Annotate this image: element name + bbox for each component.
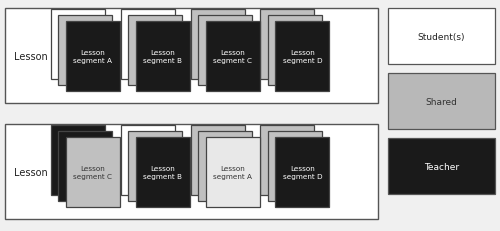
Bar	[388, 139, 495, 194]
Bar	[198, 132, 252, 201]
Text: Lesson
segment C: Lesson segment C	[213, 50, 252, 63]
Text: Lesson
segment B: Lesson segment B	[143, 50, 182, 63]
Text: Lesson
segment B: Lesson segment B	[143, 165, 182, 179]
Bar	[388, 9, 495, 65]
Bar	[5, 9, 378, 104]
Bar	[50, 126, 104, 195]
Text: Shared: Shared	[426, 97, 457, 106]
Bar	[190, 10, 244, 80]
Bar	[66, 137, 120, 207]
Text: Lesson
segment A: Lesson segment A	[73, 50, 112, 63]
Bar	[260, 10, 314, 80]
Text: Lesson
segment A: Lesson segment A	[213, 165, 252, 179]
Bar	[120, 126, 174, 195]
Bar	[190, 126, 244, 195]
Bar	[50, 10, 104, 80]
Bar	[388, 74, 495, 129]
Bar	[276, 137, 330, 207]
Bar	[136, 22, 190, 91]
Bar	[136, 137, 190, 207]
Text: Lesson
segment C: Lesson segment C	[73, 165, 112, 179]
Text: Lesson 2: Lesson 2	[14, 167, 57, 177]
Bar	[128, 16, 182, 85]
Bar	[206, 22, 260, 91]
Text: Teacher: Teacher	[424, 162, 459, 171]
Bar	[58, 132, 112, 201]
Bar	[128, 132, 182, 201]
Bar	[268, 132, 322, 201]
Bar	[58, 16, 112, 85]
Bar	[268, 16, 322, 85]
Bar	[260, 126, 314, 195]
Text: Lesson
segment D: Lesson segment D	[282, 50, 323, 63]
Bar	[66, 22, 120, 91]
Bar	[120, 10, 174, 80]
Text: Student(s): Student(s)	[418, 33, 465, 41]
Bar	[5, 125, 378, 219]
Bar	[206, 137, 260, 207]
Text: Lesson 1: Lesson 1	[14, 52, 57, 62]
Text: Lesson
segment D: Lesson segment D	[282, 165, 323, 179]
Bar	[198, 16, 252, 85]
Bar	[276, 22, 330, 91]
